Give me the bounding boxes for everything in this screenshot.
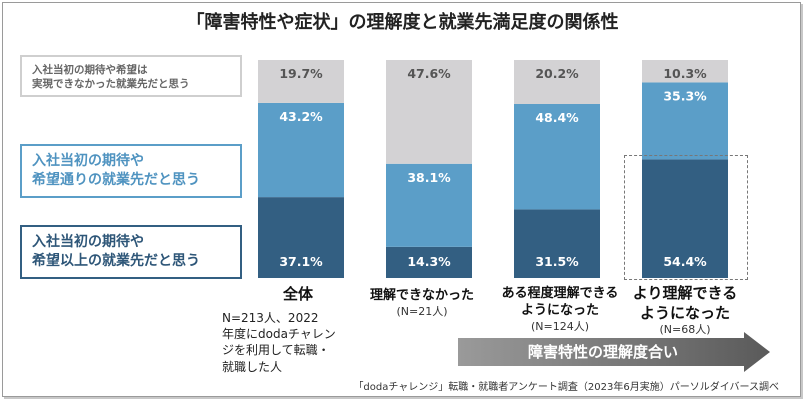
bar-all-not-realized: [258, 60, 344, 103]
data-label-somewhat-understood-beyond: 31.5%: [535, 254, 579, 269]
category-n-somewhat-understood: (N=124人): [530, 319, 590, 333]
category-label-better-line1: より理解できる: [632, 284, 738, 302]
source-note: 「dodaチャレンジ」転職・就職者アンケート調査（2023年6月実施）パーソルダ…: [353, 382, 779, 393]
chart-title: 「障害特性や症状」の理解度と就業先満足度の関係性: [186, 12, 619, 33]
data-label-not-understood-as-expected: 38.1%: [407, 170, 451, 185]
population-note-line1: N=213人、2022: [222, 311, 319, 325]
bar-better-understood-not-realized: [642, 60, 728, 83]
bar-all-as-expected: [258, 102, 344, 198]
category-n-better-understood: (N=68人): [659, 323, 711, 336]
population-note-line2: 年度にdodaチャレン: [222, 327, 336, 342]
category-n-not-understood: (N=21人): [396, 304, 448, 318]
category-label-not-understood: 理解できなかった (N=21人): [352, 288, 492, 319]
category-label-somewhat-line2: ようになった: [520, 302, 599, 318]
bar-somewhat-understood-beyond: [514, 209, 600, 278]
legend-not-realized: 入社当初の期待や希望は 実現できなかった就業先だと思う: [20, 55, 242, 97]
legend-as-expected-line2: 希望通りの就業先だと思う: [32, 171, 200, 188]
highlight-box: [624, 155, 748, 280]
category-label-all-text: 全体: [282, 285, 313, 303]
data-label-somewhat-understood-as-expected: 48.4%: [535, 110, 579, 125]
category-label-better-understood: より理解できる ようになった (N=68人): [610, 284, 760, 337]
bar-better-understood-as-expected: [642, 82, 728, 160]
bar-somewhat-understood-as-expected: [514, 103, 600, 210]
legend-beyond-expected-line1: 入社当初の期待や: [32, 234, 144, 250]
category-label-somewhat-line1: ある程度理解できる: [501, 286, 619, 301]
data-label-all-as-expected: 43.2%: [279, 109, 323, 124]
legend-not-realized-line2: 実現できなかった就業先だと思う: [32, 78, 190, 91]
legend-as-expected: 入社当初の期待や 希望通りの就業先だと思う: [20, 144, 242, 198]
data-label-not-understood-beyond: 14.3%: [407, 254, 451, 269]
legend-as-expected-line1: 入社当初の期待や: [32, 153, 144, 169]
understanding-arrow: [458, 332, 770, 372]
data-label-all-not-realized: 19.7%: [279, 66, 323, 81]
bar-not-understood-not-realized: [386, 60, 472, 164]
legend-beyond-expected-line2: 希望以上の就業先だと思う: [32, 252, 200, 269]
legend-not-realized-line1: 入社当初の期待や希望は: [32, 64, 148, 76]
bar-not-understood-as-expected: [386, 163, 472, 247]
figure-frame: [2, 2, 801, 397]
population-note-line4: 就職した人: [222, 359, 283, 374]
arrow-label: 障害特性の理解度合い: [527, 343, 678, 361]
data-label-all-beyond: 37.1%: [279, 254, 323, 269]
category-label-all: 全体: [248, 285, 348, 305]
population-note: N=213人、2022 年度にdodaチャレン ジを利用して転職・ 就職した人: [222, 310, 336, 375]
data-label-better-understood-as-expected: 35.3%: [663, 88, 707, 103]
category-label-better-line2: ようになった: [639, 303, 730, 322]
bar-all-beyond: [258, 197, 344, 278]
category-label-not-understood-text: 理解できなかった: [369, 288, 474, 303]
bar-not-understood-beyond: [386, 246, 472, 278]
category-label-somewhat-understood: ある程度理解できる ようになった (N=124人): [480, 286, 640, 334]
data-label-better-understood-beyond: 54.4%: [663, 254, 707, 269]
bar-somewhat-understood-not-realized: [514, 60, 600, 104]
data-label-somewhat-understood-not-realized: 20.2%: [535, 66, 579, 81]
data-label-better-understood-not-realized: 10.3%: [663, 66, 707, 81]
legend-beyond-expected: 入社当初の期待や 希望以上の就業先だと思う: [20, 225, 242, 279]
data-label-not-understood-not-realized: 47.6%: [407, 66, 451, 81]
population-note-line3: ジを利用して転職・: [222, 343, 330, 358]
bar-better-understood-beyond: [642, 159, 728, 278]
